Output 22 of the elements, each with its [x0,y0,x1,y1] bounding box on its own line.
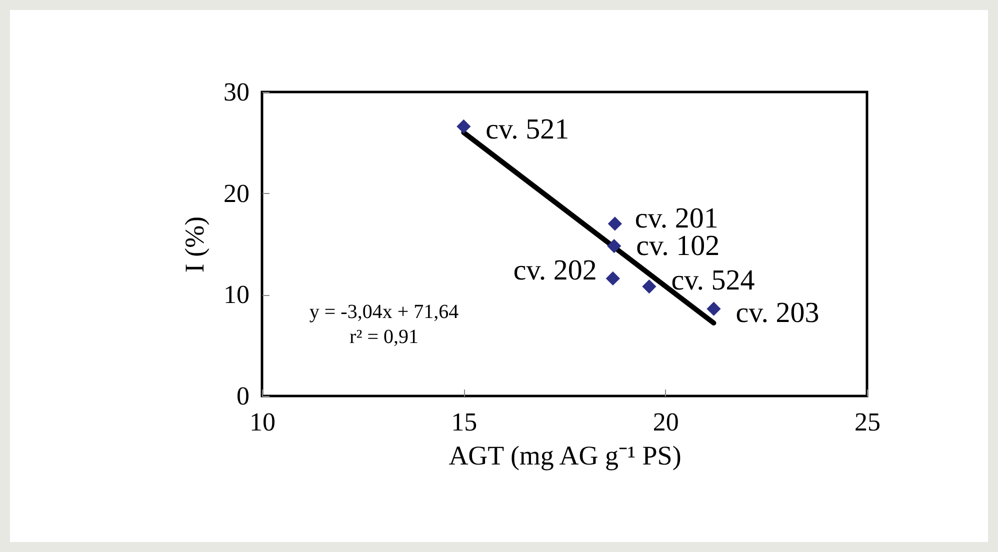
point [607,238,622,254]
annotation: cv. 202 [513,254,597,286]
annotation: cv. 524 [671,264,756,297]
point [456,119,471,134]
y-axis-title: I (%) [180,216,210,273]
x-tick-label: 25 [854,408,880,436]
x-tick-label: 10 [250,408,276,436]
point [606,271,620,286]
x-axis-title: AGT (mg AG g⁻¹ PS) [448,440,682,470]
x-tick-label: 20 [652,408,679,436]
annotation: cv. 521 [486,113,570,146]
point [608,216,622,231]
annotation: cv. 203 [736,296,820,329]
point [706,302,721,316]
y-tick-label: 30 [224,78,250,106]
point [642,279,656,294]
annotation: r² = 0,91 [350,326,418,348]
x-tick-label: 15 [451,408,478,436]
annotation: y = -3,04x + 71,64 [309,301,459,323]
y-tick-label: 10 [224,280,250,310]
y-tick-label: 20 [224,178,250,208]
y-tick-label: 0 [236,382,250,410]
